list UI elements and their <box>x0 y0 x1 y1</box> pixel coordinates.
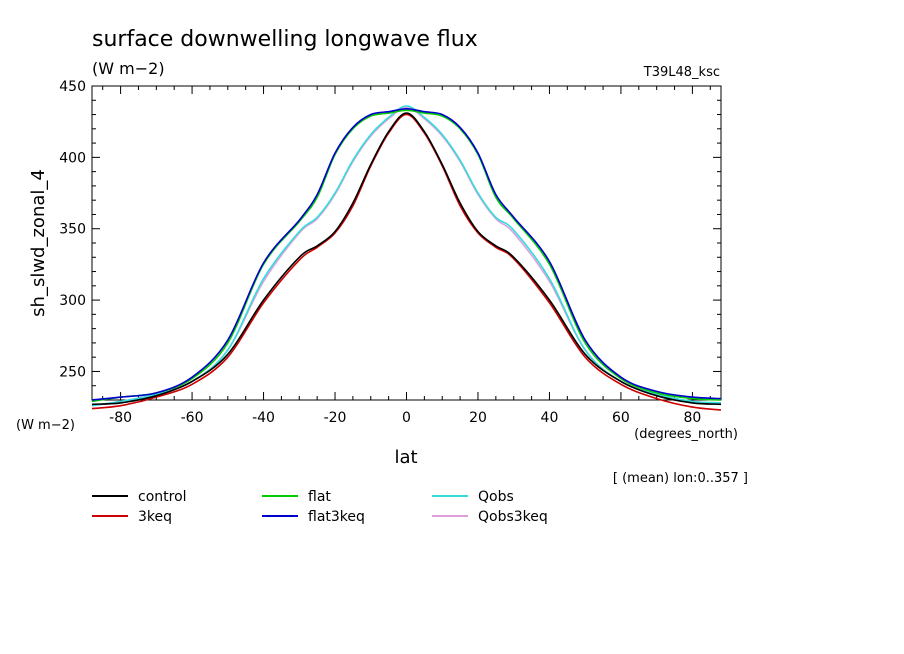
y-tick-label: 300 <box>59 293 86 309</box>
y-tick-label: 250 <box>59 364 86 380</box>
series-line-qobs3keq <box>91 106 722 407</box>
chart-title: surface downwelling longwave flux <box>92 27 478 52</box>
footnote: [ (mean) lon:0..357 ] <box>613 471 748 486</box>
series-line-qobs <box>91 105 722 407</box>
x-tick-label: -40 <box>252 410 275 426</box>
y-tick-label: 400 <box>59 150 86 166</box>
y-axis: 250 300 350 400 450 <box>59 79 721 401</box>
x-axis-label: lat <box>394 447 417 468</box>
legend-label-qobs3keq: Qobs3keq <box>478 509 548 525</box>
legend: control 3keq flat flat3keq Qobs Qobs3keq <box>92 489 548 525</box>
x-tick-label: 40 <box>541 410 559 426</box>
y-tick-label: 450 <box>59 79 86 95</box>
series-line-flat3keq <box>91 107 722 401</box>
y-tick-label: 350 <box>59 222 86 238</box>
legend-label-control: control <box>138 489 187 505</box>
run-label: T39L48_ksc <box>643 65 720 80</box>
x-tick-label: 0 <box>402 410 411 426</box>
series-line-control <box>91 112 722 406</box>
x-tick-label: -20 <box>324 410 347 426</box>
x-axis: -80 -60 -40 -20 0 20 40 60 80 <box>102 86 711 426</box>
x-tick-label: -60 <box>181 410 204 426</box>
series-lines <box>91 105 722 411</box>
plot-area <box>91 85 722 401</box>
y-axis-units: (W m−2) <box>16 418 75 433</box>
legend-label-3keq: 3keq <box>138 509 172 525</box>
legend-label-flat: flat <box>308 489 331 505</box>
x-tick-label: -80 <box>109 410 132 426</box>
series-line-flat <box>91 109 722 403</box>
y-axis-label: sh_slwd_zonal_4 <box>28 169 49 317</box>
legend-label-qobs: Qobs <box>478 489 514 505</box>
x-tick-label: 20 <box>469 410 487 426</box>
x-axis-units: (degrees_north) <box>634 427 738 442</box>
x-tick-label: 60 <box>612 410 630 426</box>
series-line-3keq <box>91 113 722 411</box>
legend-label-flat3keq: flat3keq <box>308 509 365 525</box>
chart-subtitle: (W m−2) <box>92 59 165 78</box>
x-tick-label: 80 <box>683 410 701 426</box>
